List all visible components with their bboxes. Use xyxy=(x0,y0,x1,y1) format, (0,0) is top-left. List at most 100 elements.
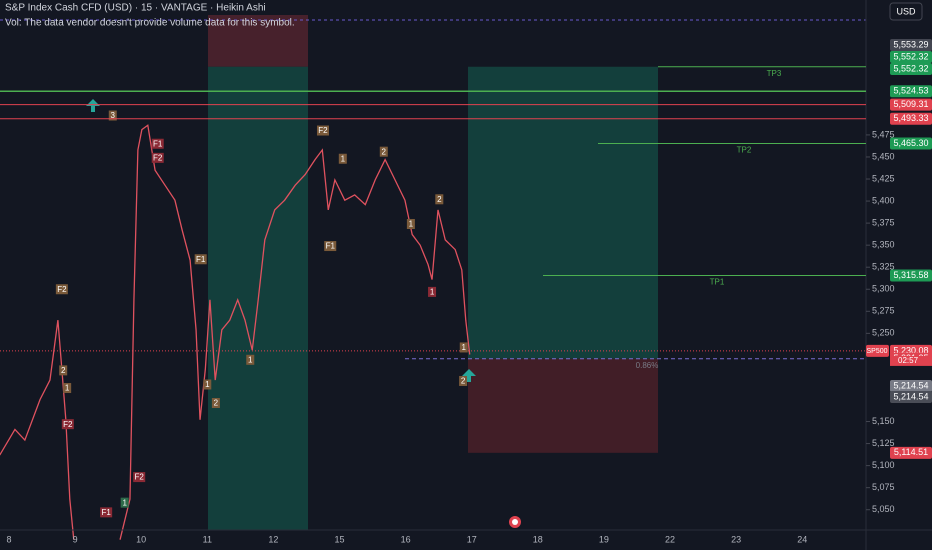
marker-box xyxy=(100,507,113,518)
marker-label: F2 xyxy=(57,285,67,294)
buy-arrow xyxy=(462,369,476,382)
marker-label: 1 xyxy=(430,288,435,297)
marker-label: F2 xyxy=(135,473,145,482)
target-label: TP3 xyxy=(767,69,782,78)
x-tick-label: 17 xyxy=(467,534,477,544)
y-tick-label: 5,050 xyxy=(872,504,895,514)
marker-label: 1 xyxy=(205,380,210,389)
marker-box xyxy=(108,110,117,121)
y-tick-label: 5,450 xyxy=(872,151,895,161)
marker-box xyxy=(194,254,207,265)
price-badge-label: 5,114.51 xyxy=(894,447,928,457)
price-badge xyxy=(890,269,932,282)
currency[interactable]: USD xyxy=(896,6,916,16)
marker-label: 3 xyxy=(111,111,116,120)
marker-box xyxy=(133,472,146,483)
marker-label: 2 xyxy=(214,399,219,408)
marker-box xyxy=(428,286,437,297)
marker-label: F2 xyxy=(63,420,73,429)
y-tick-label: 5,375 xyxy=(872,217,895,227)
y-tick-label: 5,300 xyxy=(872,284,895,294)
currency-button[interactable] xyxy=(889,2,923,21)
marker-label: 1 xyxy=(409,220,414,229)
marker-box xyxy=(316,125,329,136)
price-badge-label: 5,552.32 xyxy=(893,63,928,73)
symbol-tag: SP500 xyxy=(866,348,887,355)
price-badge xyxy=(890,39,932,51)
x-tick-label: 9 xyxy=(73,534,78,544)
price-line xyxy=(0,320,75,540)
price-badge xyxy=(890,51,932,63)
marker-label: 2 xyxy=(437,195,442,204)
y-tick-label: 5,475 xyxy=(872,129,895,139)
marker-label: 2 xyxy=(461,377,466,386)
marker-box xyxy=(59,365,68,376)
marker-box xyxy=(459,375,468,386)
price-badge-label: 5,230.08 xyxy=(893,345,928,355)
y-tick-label: 5,325 xyxy=(872,262,895,272)
marker-box xyxy=(406,218,415,229)
marker-box xyxy=(459,342,468,353)
marker-label: 1 xyxy=(341,154,346,163)
marker-label: 1 xyxy=(122,498,127,507)
marker-box xyxy=(151,138,164,149)
stop-percent: 0.86% xyxy=(636,361,659,370)
marker-box xyxy=(203,379,212,390)
marker-label: 1 xyxy=(462,343,467,352)
marker-box xyxy=(211,398,220,409)
target-label: TP1 xyxy=(710,278,725,287)
countdown: 02:57 xyxy=(898,356,919,365)
marker-label: F1 xyxy=(326,242,336,251)
marker-box xyxy=(151,152,164,163)
price-badge-label: 5,315.58 xyxy=(893,270,928,280)
zone-loss xyxy=(468,358,658,453)
x-tick-label: 16 xyxy=(401,534,411,544)
x-tick-label: 8 xyxy=(6,534,11,544)
price-line xyxy=(119,124,471,540)
y-tick-label: 5,400 xyxy=(872,195,895,205)
x-tick-label: 24 xyxy=(797,534,807,544)
price-badge xyxy=(890,112,932,125)
x-tick-label: 11 xyxy=(203,534,212,544)
x-tick-label: 23 xyxy=(731,534,741,544)
price-badge-label: 5,552.32 xyxy=(893,51,928,61)
x-tick-label: 10 xyxy=(136,534,146,544)
buy-arrow xyxy=(86,99,100,112)
marker-box xyxy=(246,354,255,365)
price-badge xyxy=(890,98,932,111)
x-tick-label: 22 xyxy=(665,534,675,544)
marker-label: 2 xyxy=(382,147,387,156)
marker-box xyxy=(61,419,74,430)
y-tick-label: 5,275 xyxy=(872,306,895,316)
marker-label: F2 xyxy=(318,126,328,135)
zone-profit xyxy=(468,66,658,359)
zone-loss xyxy=(208,15,308,67)
countdown-box xyxy=(890,355,932,366)
x-tick-label: 12 xyxy=(268,534,278,544)
price-badge-label: 5,214.54 xyxy=(893,391,928,401)
y-tick-label: 5,100 xyxy=(872,460,895,470)
marker-label: F1 xyxy=(101,508,111,517)
marker-label: F2 xyxy=(153,153,163,162)
marker-label: F1 xyxy=(196,255,206,264)
price-badge xyxy=(890,446,932,459)
y-tick-label: 5,250 xyxy=(872,328,895,338)
marker-box xyxy=(55,284,68,295)
symbol-title: S&P Index Cash CFD (USD) · 15 · VANTAGE … xyxy=(5,3,266,14)
y-tick-label: 5,075 xyxy=(872,482,895,492)
marker-label: 2 xyxy=(61,366,66,375)
price-badge xyxy=(890,85,932,98)
plot: TP3 TP2 TP1 0.86% 3 F2 F1 F2 F1 F2 1 2 F1 2 1 1 1 2 2 1 F2 F2… xyxy=(0,69,866,540)
marker-box xyxy=(379,146,388,157)
y-tick-label: 5,125 xyxy=(872,438,895,448)
target-label: TP2 xyxy=(737,146,752,155)
price-badge-label: 5,493.33 xyxy=(893,113,928,123)
marker-box xyxy=(324,241,337,252)
marker-box xyxy=(338,153,347,164)
price-badge-label: 5,509.31 xyxy=(893,99,928,109)
y-tick-label: 5,425 xyxy=(872,173,895,183)
volume-note: Vol: The data vendor doesn't provide vol… xyxy=(5,18,295,29)
y-tick-label: 5,350 xyxy=(872,240,895,250)
marker-box xyxy=(435,194,444,205)
